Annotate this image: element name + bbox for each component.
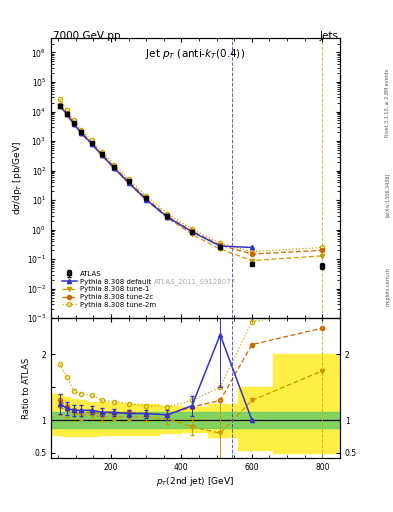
Pythia 8.308 tune-1	[250, 258, 254, 264]
Pythia 8.308 tune-2m	[72, 117, 76, 123]
Text: [arXiv:1306.3436]: [arXiv:1306.3436]	[385, 173, 390, 217]
Y-axis label: Ratio to ATLAS: Ratio to ATLAS	[22, 358, 31, 419]
Pythia 8.308 tune-1	[89, 141, 94, 147]
Line: Pythia 8.308 default: Pythia 8.308 default	[58, 103, 254, 249]
Text: 7000 GeV pp: 7000 GeV pp	[53, 31, 121, 41]
Pythia 8.308 tune-2c	[126, 178, 131, 184]
Y-axis label: d$\sigma$/dp$_T$ [pb/GeV]: d$\sigma$/dp$_T$ [pb/GeV]	[11, 141, 24, 216]
Pythia 8.308 tune-2c	[250, 251, 254, 257]
Pythia 8.308 tune-2m	[89, 137, 94, 143]
Text: mcplots.cern.ch: mcplots.cern.ch	[385, 267, 390, 306]
Line: Pythia 8.308 tune-2m: Pythia 8.308 tune-2m	[58, 97, 324, 254]
Text: Rivet 3.1.10, ≥ 2.8M events: Rivet 3.1.10, ≥ 2.8M events	[385, 68, 390, 137]
Pythia 8.308 tune-2m	[126, 176, 131, 182]
Pythia 8.308 tune-2c	[218, 242, 222, 248]
Pythia 8.308 tune-2m	[79, 127, 83, 133]
Pythia 8.308 tune-2c	[165, 213, 170, 219]
Pythia 8.308 default	[64, 111, 69, 117]
Pythia 8.308 default	[57, 102, 62, 109]
Pythia 8.308 tune-1	[165, 215, 170, 221]
Pythia 8.308 tune-1	[100, 153, 105, 159]
Pythia 8.308 tune-2m	[100, 149, 105, 155]
Legend: ATLAS, Pythia 8.308 default, Pythia 8.308 tune-1, Pythia 8.308 tune-2c, Pythia 8: ATLAS, Pythia 8.308 default, Pythia 8.30…	[61, 269, 157, 309]
Pythia 8.308 tune-2c	[112, 164, 117, 170]
Pythia 8.308 tune-2m	[144, 193, 149, 199]
Pythia 8.308 tune-1	[57, 103, 62, 110]
Pythia 8.308 tune-1	[72, 121, 76, 127]
Pythia 8.308 tune-2m	[190, 226, 195, 232]
Pythia 8.308 tune-2c	[64, 110, 69, 116]
Pythia 8.308 default	[126, 180, 131, 186]
Pythia 8.308 tune-2m	[165, 210, 170, 217]
Pythia 8.308 tune-1	[112, 166, 117, 172]
Pythia 8.308 tune-2c	[57, 102, 62, 108]
Pythia 8.308 tune-1	[79, 131, 83, 137]
Pythia 8.308 default	[190, 229, 195, 235]
Pythia 8.308 tune-2c	[320, 247, 325, 253]
Pythia 8.308 tune-1	[64, 112, 69, 118]
Pythia 8.308 default	[72, 121, 76, 127]
Pythia 8.308 default	[112, 165, 117, 172]
Pythia 8.308 tune-2c	[79, 129, 83, 135]
Pythia 8.308 tune-2m	[112, 161, 117, 167]
Pythia 8.308 tune-2c	[100, 151, 105, 157]
Pythia 8.308 tune-2c	[144, 195, 149, 201]
Line: Pythia 8.308 tune-2c: Pythia 8.308 tune-2c	[58, 103, 324, 256]
Pythia 8.308 default	[79, 130, 83, 136]
Pythia 8.308 default	[89, 141, 94, 147]
Pythia 8.308 tune-2m	[250, 249, 254, 255]
Pythia 8.308 tune-2c	[72, 120, 76, 126]
Text: Jets: Jets	[320, 31, 339, 41]
Pythia 8.308 default	[144, 197, 149, 203]
Pythia 8.308 tune-2c	[89, 140, 94, 146]
Pythia 8.308 default	[250, 244, 254, 250]
X-axis label: $p_T$(2nd jet) [GeV]: $p_T$(2nd jet) [GeV]	[156, 475, 235, 488]
Pythia 8.308 tune-2m	[320, 244, 325, 250]
Pythia 8.308 tune-1	[126, 180, 131, 186]
Pythia 8.308 tune-2m	[57, 96, 62, 102]
Text: Jet $p_T$ (anti-$k_T$(0.4)): Jet $p_T$ (anti-$k_T$(0.4))	[145, 47, 246, 61]
Pythia 8.308 tune-2m	[218, 240, 222, 246]
Pythia 8.308 tune-1	[218, 246, 222, 252]
Pythia 8.308 default	[100, 152, 105, 158]
Text: ATLAS_2011_S9128077: ATLAS_2011_S9128077	[154, 279, 237, 285]
Pythia 8.308 tune-1	[190, 231, 195, 238]
Pythia 8.308 default	[165, 214, 170, 220]
Pythia 8.308 default	[218, 243, 222, 249]
Pythia 8.308 tune-2c	[190, 228, 195, 234]
Line: Pythia 8.308 tune-1: Pythia 8.308 tune-1	[58, 104, 324, 263]
Pythia 8.308 tune-2m	[64, 107, 69, 113]
Pythia 8.308 tune-1	[144, 197, 149, 203]
Pythia 8.308 tune-1	[320, 253, 325, 259]
